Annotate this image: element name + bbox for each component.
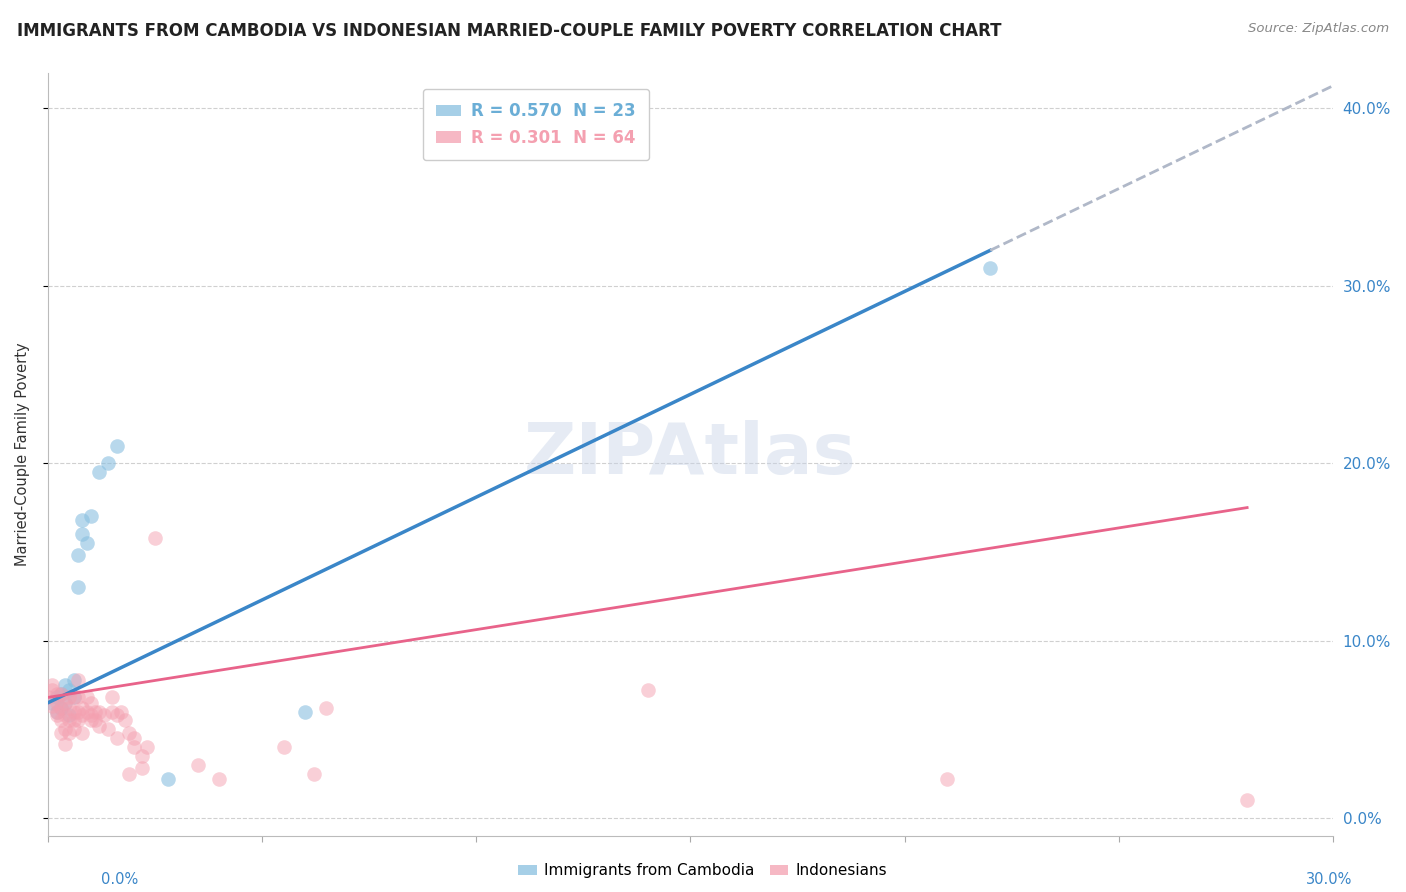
Point xyxy=(979,261,1001,276)
Point xyxy=(122,740,145,755)
Point xyxy=(37,690,59,705)
Point xyxy=(62,705,84,719)
Point xyxy=(45,708,67,723)
Point xyxy=(72,701,94,715)
Point xyxy=(72,527,94,541)
Point xyxy=(62,690,84,705)
Point xyxy=(97,723,120,737)
Text: IMMIGRANTS FROM CAMBODIA VS INDONESIAN MARRIED-COUPLE FAMILY POVERTY CORRELATION: IMMIGRANTS FROM CAMBODIA VS INDONESIAN M… xyxy=(17,22,1001,40)
Text: Source: ZipAtlas.com: Source: ZipAtlas.com xyxy=(1249,22,1389,36)
Legend: Immigrants from Cambodia, Indonesians: Immigrants from Cambodia, Indonesians xyxy=(512,857,894,884)
Point xyxy=(294,705,316,719)
Point xyxy=(49,701,72,715)
Point xyxy=(62,673,84,687)
Point xyxy=(135,740,157,755)
Point xyxy=(122,731,145,746)
Point xyxy=(89,719,111,733)
Point xyxy=(131,748,153,763)
Point xyxy=(97,456,120,470)
Point xyxy=(62,714,84,728)
Point xyxy=(45,696,67,710)
Point xyxy=(45,687,67,701)
Point xyxy=(105,731,128,746)
Point xyxy=(62,690,84,705)
Point xyxy=(41,683,63,698)
Point xyxy=(105,708,128,723)
Point xyxy=(80,708,103,723)
Point xyxy=(76,705,98,719)
Point xyxy=(58,683,80,698)
Point xyxy=(49,701,72,715)
Point xyxy=(58,701,80,715)
Point xyxy=(89,465,111,479)
Point xyxy=(66,705,89,719)
Point xyxy=(936,772,959,786)
Text: 0.0%: 0.0% xyxy=(101,872,138,888)
Point xyxy=(84,714,107,728)
Point xyxy=(49,687,72,701)
Point xyxy=(66,581,89,595)
Point xyxy=(41,678,63,692)
Point xyxy=(93,708,115,723)
Point xyxy=(58,726,80,740)
Point xyxy=(273,740,295,755)
Point xyxy=(315,701,337,715)
Point xyxy=(101,690,124,705)
Point xyxy=(62,723,84,737)
Point xyxy=(118,726,141,740)
Point xyxy=(58,714,80,728)
Point xyxy=(72,513,94,527)
Point xyxy=(58,690,80,705)
Point xyxy=(49,687,72,701)
Point xyxy=(80,696,103,710)
Point xyxy=(302,766,325,780)
Point xyxy=(80,714,103,728)
Point xyxy=(53,737,76,751)
Point xyxy=(49,726,72,740)
Point xyxy=(101,705,124,719)
Point xyxy=(114,714,136,728)
Point xyxy=(66,714,89,728)
Point xyxy=(45,705,67,719)
Point xyxy=(41,699,63,714)
Point xyxy=(53,708,76,723)
Text: ZIPAtlas: ZIPAtlas xyxy=(524,420,856,489)
Y-axis label: Married-Couple Family Poverty: Married-Couple Family Poverty xyxy=(15,343,30,566)
Point xyxy=(72,708,94,723)
Point xyxy=(53,696,76,710)
Point xyxy=(49,714,72,728)
Point xyxy=(89,705,111,719)
Text: 30.0%: 30.0% xyxy=(1306,872,1351,888)
Point xyxy=(53,723,76,737)
Point xyxy=(66,690,89,705)
Point xyxy=(187,757,209,772)
Point xyxy=(131,761,153,775)
Point xyxy=(143,531,166,545)
Point xyxy=(156,772,179,786)
Point xyxy=(58,708,80,723)
Point xyxy=(45,690,67,705)
Point xyxy=(208,772,231,786)
Point xyxy=(84,705,107,719)
Point xyxy=(118,766,141,780)
Point xyxy=(76,690,98,705)
Point xyxy=(41,696,63,710)
Point xyxy=(53,678,76,692)
Point xyxy=(105,438,128,452)
Point xyxy=(637,683,659,698)
Point xyxy=(45,705,67,719)
Legend: R = 0.570  N = 23, R = 0.301  N = 64: R = 0.570 N = 23, R = 0.301 N = 64 xyxy=(423,89,650,160)
Point xyxy=(1236,793,1258,807)
Point xyxy=(66,673,89,687)
Point xyxy=(72,726,94,740)
Point xyxy=(66,549,89,563)
Point xyxy=(53,696,76,710)
Point xyxy=(76,536,98,550)
Point xyxy=(80,509,103,524)
Point xyxy=(110,705,132,719)
